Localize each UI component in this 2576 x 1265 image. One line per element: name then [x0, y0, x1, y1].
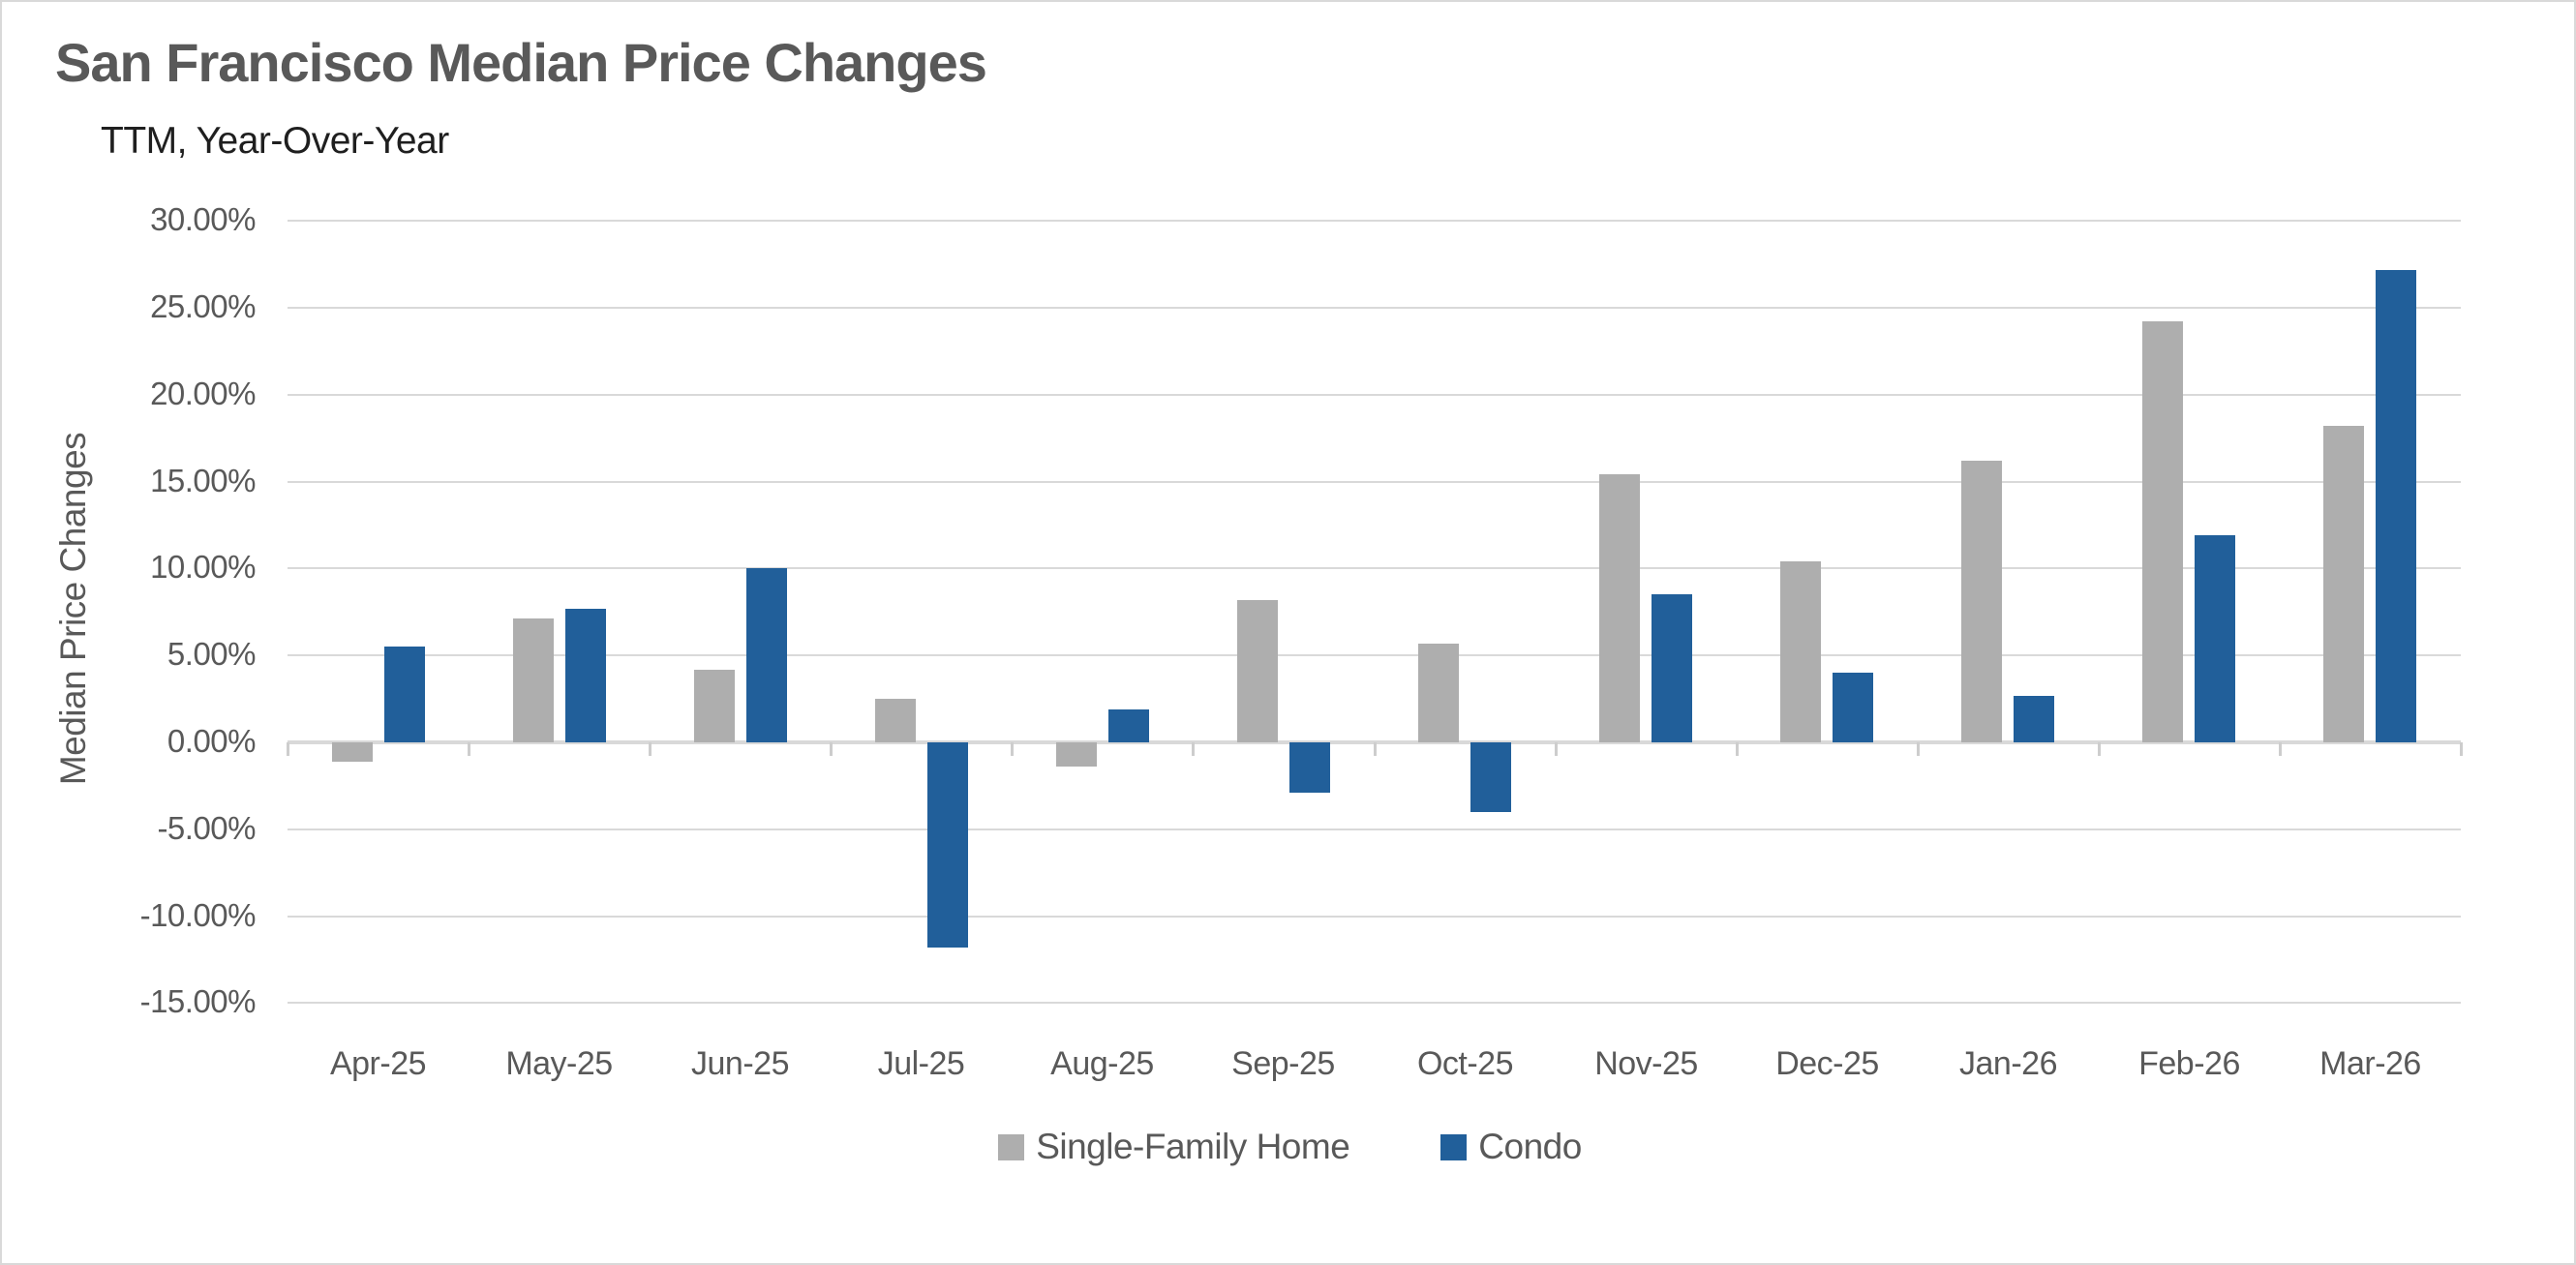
bar-single-family-home-apr-25	[332, 742, 373, 762]
axis-tick-mark	[1917, 742, 1920, 756]
gridline-30	[288, 220, 2461, 222]
gridline--5	[288, 828, 2461, 830]
gridline--15	[288, 1002, 2461, 1004]
axis-tick-mark	[468, 742, 470, 756]
legend-item-condo: Condo	[1440, 1127, 1582, 1167]
x-tick-label-feb-26: Feb-26	[2138, 1045, 2240, 1082]
axis-tick-mark	[2279, 742, 2282, 756]
bar-single-family-home-nov-25	[1599, 474, 1640, 742]
bar-single-family-home-jan-26	[1961, 461, 2002, 742]
x-tick-label-apr-25: Apr-25	[329, 1045, 427, 1082]
legend: Single-Family Home Condo	[2, 1127, 2574, 1167]
y-tick-label-30: 30.00%	[150, 201, 256, 237]
axis-tick-mark	[1736, 742, 1739, 756]
bar-condo-jan-26	[2014, 696, 2054, 742]
bar-single-family-home-jun-25	[694, 670, 735, 742]
y-tick-label-5: 5.00%	[167, 636, 257, 672]
y-tick-label-10: 10.00%	[150, 549, 256, 585]
x-tick-label-oct-25: Oct-25	[1416, 1045, 1514, 1082]
x-tick-label-jun-25: Jun-25	[691, 1045, 789, 1082]
legend-label-condo: Condo	[1478, 1127, 1582, 1166]
chart-subtitle: TTM, Year-Over-Year	[101, 120, 449, 162]
gridline-20	[288, 394, 2461, 396]
bar-condo-aug-25	[1108, 709, 1149, 742]
bar-single-family-home-jul-25	[875, 699, 916, 742]
bar-condo-mar-26	[2376, 270, 2416, 742]
gridline-15	[288, 481, 2461, 483]
x-tick-label-dec-25: Dec-25	[1775, 1045, 1879, 1082]
y-tick-label--10: -10.00%	[139, 897, 257, 933]
bar-single-family-home-feb-26	[2142, 321, 2183, 742]
axis-tick-mark	[649, 742, 652, 756]
y-tick-label-0: 0.00%	[167, 723, 257, 759]
axis-tick-mark	[1192, 742, 1195, 756]
legend-swatch-condo	[1440, 1133, 1468, 1160]
bar-condo-jul-25	[927, 742, 968, 948]
y-tick-label-20: 20.00%	[150, 376, 256, 411]
bar-condo-apr-25	[384, 647, 425, 742]
x-tick-label-may-25: May-25	[505, 1045, 613, 1082]
gridline--10	[288, 916, 2461, 918]
chart-title: San Francisco Median Price Changes	[55, 32, 987, 93]
gridline-5	[288, 654, 2461, 656]
bar-single-family-home-oct-25	[1418, 644, 1459, 742]
bar-single-family-home-may-25	[513, 618, 554, 742]
x-tick-label-jul-25: Jul-25	[877, 1045, 965, 1082]
gridline-10	[288, 567, 2461, 569]
axis-tick-mark	[1555, 742, 1558, 756]
bar-condo-jun-25	[746, 568, 787, 742]
axis-tick-mark	[2460, 742, 2463, 756]
axis-tick-mark	[830, 742, 833, 756]
x-tick-label-jan-26: Jan-26	[1959, 1045, 2057, 1082]
bar-single-family-home-mar-26	[2323, 426, 2364, 742]
axis-tick-mark	[2098, 742, 2101, 756]
bar-condo-sep-25	[1289, 742, 1330, 793]
legend-swatch-single-family-home	[998, 1133, 1025, 1160]
axis-tick-mark	[1374, 742, 1377, 756]
bar-single-family-home-dec-25	[1780, 561, 1821, 742]
bar-single-family-home-aug-25	[1056, 742, 1097, 767]
legend-label-single-family-home: Single-Family Home	[1036, 1127, 1350, 1166]
bar-condo-may-25	[565, 609, 606, 742]
y-tick-label-25: 25.00%	[150, 288, 256, 324]
x-tick-label-aug-25: Aug-25	[1050, 1045, 1154, 1082]
bar-condo-dec-25	[1833, 673, 1873, 742]
bar-condo-nov-25	[1652, 594, 1692, 742]
y-tick-label--5: -5.00%	[157, 810, 256, 846]
y-tick-label--15: -15.00%	[139, 983, 257, 1019]
y-tick-label-15: 15.00%	[150, 463, 256, 498]
x-tick-label-nov-25: Nov-25	[1594, 1045, 1698, 1082]
x-tick-label-sep-25: Sep-25	[1231, 1045, 1335, 1082]
bar-single-family-home-sep-25	[1237, 600, 1278, 742]
bar-condo-feb-26	[2195, 535, 2235, 742]
bar-condo-oct-25	[1470, 742, 1511, 812]
legend-item-single-family-home: Single-Family Home	[998, 1127, 1350, 1167]
x-tick-label-mar-26: Mar-26	[2319, 1045, 2421, 1082]
axis-tick-mark	[287, 742, 289, 756]
axis-tick-mark	[1011, 742, 1014, 756]
gridline-25	[288, 307, 2461, 309]
